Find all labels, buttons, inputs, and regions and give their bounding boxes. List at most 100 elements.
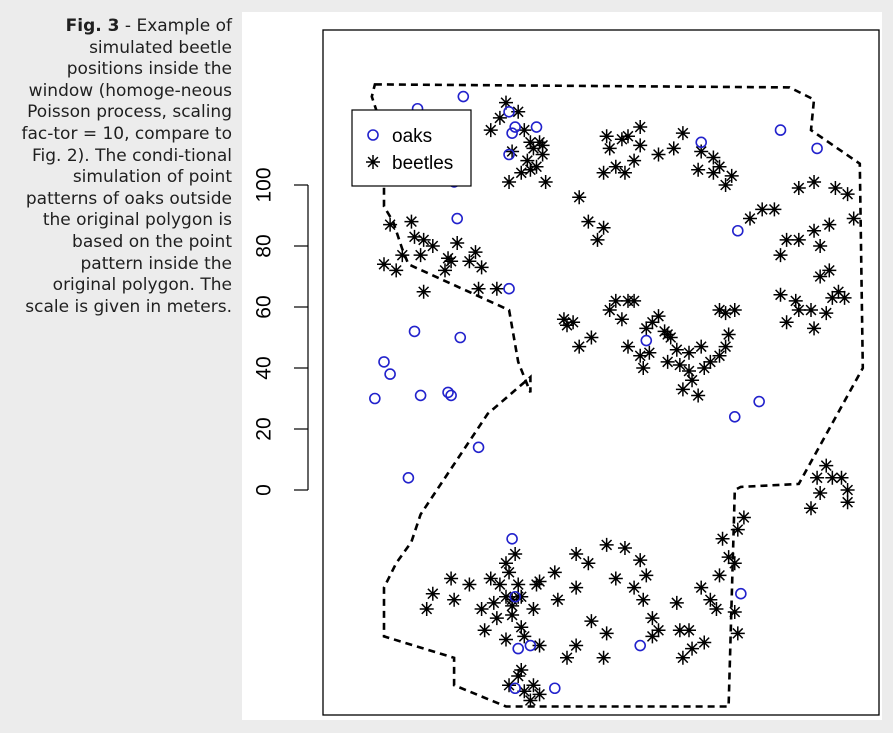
beetle-point: [526, 141, 541, 156]
beetle-point: [645, 629, 660, 644]
beetle-point: [663, 330, 678, 345]
beetle-point: [511, 577, 526, 592]
beetle-point: [694, 580, 709, 595]
beetle-point: [556, 312, 571, 327]
scatter-chart: 0 20 40 60 80 100 oaks beetles: [253, 29, 880, 716]
beetle-point: [617, 540, 632, 555]
beetle-point: [596, 220, 611, 235]
oak-point: [512, 642, 525, 655]
beetle-point: [517, 684, 532, 699]
beetle-point: [514, 165, 529, 180]
oak-point: [695, 136, 708, 149]
plot-box: [322, 29, 880, 716]
beetle-point: [831, 284, 846, 299]
beetle-point: [547, 565, 562, 580]
oak-point: [378, 356, 390, 368]
beetle-point: [614, 312, 629, 327]
beetle-point: [691, 162, 706, 177]
beetle-point: [709, 601, 724, 616]
beetle-point: [807, 223, 822, 238]
beetle-point: [614, 132, 629, 147]
beetle-point: [825, 290, 840, 305]
beetle-point: [840, 187, 855, 202]
beetle-point: [672, 623, 687, 638]
oak-point: [731, 224, 744, 237]
beetle-point: [404, 214, 419, 229]
oak-point: [442, 386, 454, 399]
beetle-point: [505, 608, 520, 623]
figure-caption: Fig. 3 - Example of simulated beetle pos…: [18, 16, 233, 318]
beetle-point: [727, 556, 742, 571]
y-tick-label: 60: [253, 295, 276, 318]
beetle-point: [807, 321, 822, 336]
beetle-point: [697, 635, 712, 650]
oak-point: [414, 389, 427, 402]
beetle-point: [819, 458, 834, 473]
beetle-point: [697, 361, 712, 375]
beetle-point: [535, 147, 550, 162]
beetle-point: [532, 638, 547, 653]
oak-point: [503, 106, 515, 118]
beetle-point: [526, 601, 541, 616]
beetle-point: [523, 135, 538, 150]
beetle-point: [596, 165, 611, 180]
beetle-point: [743, 211, 757, 226]
oak-point: [524, 639, 537, 652]
beetle-point: [822, 217, 837, 232]
beetle-point: [730, 522, 745, 537]
beetle-point: [715, 531, 730, 546]
beetle-point: [834, 470, 849, 485]
oak-point: [506, 532, 518, 545]
oak-point: [728, 410, 741, 423]
beetle-point: [773, 248, 788, 263]
beetle-point: [517, 123, 532, 138]
beetle-point: [517, 629, 532, 644]
beetle-point: [520, 153, 535, 168]
y-tick-label: 0: [253, 484, 276, 496]
oak-point: [402, 471, 415, 484]
beetle-point: [474, 260, 489, 275]
study-window-boundary: [370, 83, 865, 708]
beetle-point: [828, 181, 843, 196]
beetle-point: [608, 293, 623, 308]
beetle-point: [651, 309, 666, 324]
beetle-point: [642, 345, 657, 360]
beetle-point: [788, 293, 803, 308]
y-tick-label: 80: [253, 234, 276, 257]
oak-point: [408, 325, 421, 338]
beetle-point: [584, 330, 599, 345]
beetle-point: [550, 592, 565, 607]
beetle-point: [813, 486, 828, 501]
oak-point: [472, 441, 485, 454]
beetle-point: [617, 165, 632, 180]
legend-oaks-marker: [367, 129, 379, 141]
beetle-point: [407, 229, 422, 244]
beetle-point: [514, 662, 529, 677]
beetle-point: [599, 626, 614, 641]
oak-point: [548, 682, 561, 695]
oak-point: [509, 682, 521, 695]
plot-area: 0 20 40 60 80 100 oaks beetles: [242, 12, 882, 720]
legend-oaks-label: oaks: [392, 126, 432, 147]
beetle-point: [581, 556, 596, 571]
beetle-point: [477, 623, 492, 638]
beetle-point: [846, 211, 861, 226]
beetle-point: [438, 263, 452, 278]
oak-point: [384, 368, 396, 380]
beetle-point: [621, 129, 635, 144]
beetle-point: [499, 632, 513, 647]
beetle-point: [599, 537, 614, 552]
beetle-point: [502, 565, 517, 580]
beetle-point: [395, 248, 410, 263]
beetle-point: [499, 589, 513, 604]
beetle-point: [444, 254, 459, 269]
beetle-point: [584, 614, 599, 629]
beetle-point: [840, 483, 855, 497]
y-tick-label: 40: [253, 356, 276, 379]
beetle-point: [718, 306, 733, 321]
beetle-point: [377, 257, 391, 272]
beetle-point: [718, 178, 733, 192]
beetle-point: [492, 577, 507, 592]
beetle-point: [450, 235, 465, 250]
beetle-point: [639, 568, 654, 583]
